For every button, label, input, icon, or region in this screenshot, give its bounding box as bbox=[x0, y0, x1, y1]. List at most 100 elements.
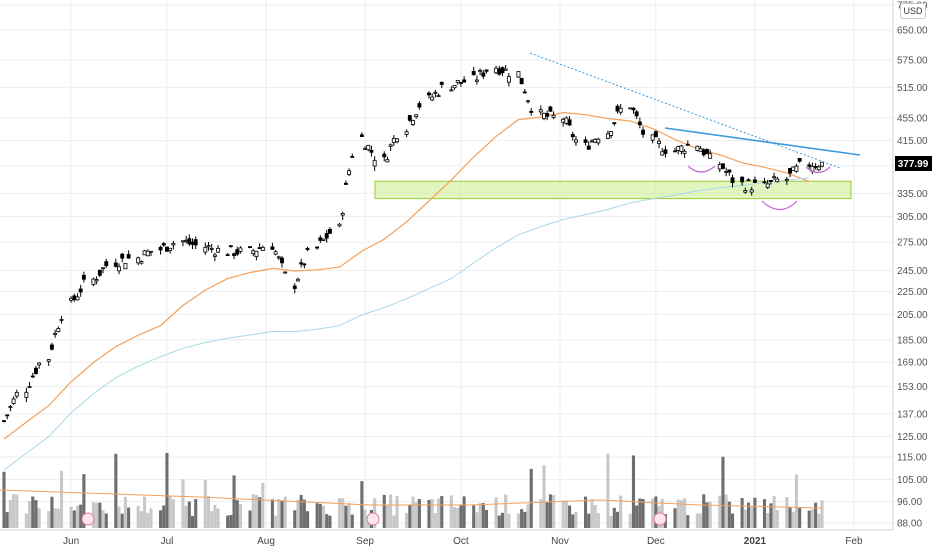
volume-bar bbox=[651, 498, 655, 528]
volume-bar bbox=[101, 510, 105, 528]
volume-bar bbox=[552, 495, 556, 528]
candle-body bbox=[2, 420, 6, 423]
grid-layer bbox=[0, 0, 893, 530]
candle-body bbox=[276, 256, 281, 259]
candle-body bbox=[631, 107, 636, 111]
dotted-trendline bbox=[529, 52, 841, 169]
volume-bar bbox=[251, 494, 255, 528]
volume-bar bbox=[350, 514, 354, 528]
volume-layer bbox=[0, 452, 824, 528]
candle-body bbox=[180, 240, 185, 243]
volume-bar bbox=[504, 494, 508, 528]
volume-average-line bbox=[0, 489, 823, 509]
currency-badge[interactable]: USD bbox=[900, 3, 926, 19]
candle-body bbox=[481, 72, 486, 77]
time-tick-label: Jul bbox=[161, 536, 174, 547]
candle-body bbox=[797, 158, 802, 162]
volume-bar bbox=[12, 494, 16, 528]
candle-body bbox=[209, 248, 214, 250]
volume-bar bbox=[258, 497, 262, 528]
volume-bar bbox=[568, 505, 572, 528]
volume-bar bbox=[325, 514, 329, 528]
volume-bar bbox=[574, 511, 578, 528]
volume-bar bbox=[452, 507, 457, 528]
earnings-marker-icon bbox=[366, 512, 380, 526]
candle-body bbox=[337, 223, 342, 227]
candle-body bbox=[101, 267, 106, 270]
volume-bar bbox=[433, 513, 437, 528]
candle-body bbox=[660, 151, 665, 156]
volume-bar bbox=[481, 503, 485, 528]
candle-body bbox=[730, 177, 735, 184]
volume-bar bbox=[417, 498, 421, 528]
candle-body bbox=[682, 150, 687, 154]
volume-bar bbox=[79, 504, 83, 528]
candle-body bbox=[228, 245, 233, 248]
candle-body bbox=[484, 69, 489, 72]
candle-body bbox=[717, 164, 722, 170]
volume-bar bbox=[500, 512, 505, 528]
volume-bar bbox=[382, 494, 386, 528]
volume-bar bbox=[203, 479, 207, 528]
candle-body bbox=[11, 398, 16, 405]
price-tick-label: 96.00 bbox=[897, 497, 922, 508]
candle-body bbox=[516, 71, 521, 78]
volume-bar bbox=[53, 508, 57, 528]
candle-body bbox=[257, 247, 262, 250]
price-tick-label: 205.00 bbox=[897, 310, 928, 321]
candle-body bbox=[299, 262, 304, 265]
candle-body bbox=[382, 153, 387, 158]
volume-bar bbox=[641, 499, 645, 528]
volume-bar bbox=[385, 505, 389, 528]
volume-bar bbox=[190, 515, 195, 528]
volume-bar bbox=[718, 495, 722, 528]
volume-bar bbox=[299, 494, 303, 528]
time-tick-label: Dec bbox=[647, 536, 665, 547]
volume-bar bbox=[775, 509, 779, 528]
volume-bar bbox=[523, 511, 527, 528]
volume-bar bbox=[673, 508, 677, 528]
volume-bar bbox=[139, 511, 143, 528]
volume-bar bbox=[449, 495, 453, 528]
volume-bar bbox=[238, 504, 243, 528]
volume-bar bbox=[277, 499, 281, 528]
candle-body bbox=[30, 375, 35, 378]
volume-bar bbox=[702, 494, 706, 528]
candle-body bbox=[615, 105, 620, 112]
volume-bar bbox=[136, 505, 140, 528]
volume-bar bbox=[2, 471, 6, 528]
volume-bar bbox=[695, 513, 699, 528]
price-tick-label: 515.00 bbox=[897, 83, 928, 94]
candle-body bbox=[321, 238, 326, 241]
candle-body bbox=[618, 107, 623, 113]
candle-body bbox=[343, 182, 348, 185]
time-axis: Jun Jul Aug Sep Oct Nov Dec 2021 Feb bbox=[63, 536, 863, 547]
candle-body bbox=[385, 159, 390, 163]
candle-body bbox=[46, 359, 51, 362]
candle-body bbox=[567, 119, 572, 126]
price-tick-label: 115.00 bbox=[897, 453, 927, 464]
candle-body bbox=[142, 250, 147, 256]
candle-body bbox=[359, 134, 364, 138]
candle-body bbox=[497, 68, 502, 75]
candle-body bbox=[430, 96, 435, 101]
volume-bar bbox=[56, 508, 60, 528]
candle-body bbox=[168, 247, 173, 251]
volume-bar bbox=[497, 515, 501, 528]
volume-bar bbox=[769, 503, 773, 528]
candle-body bbox=[366, 144, 371, 151]
candle-body bbox=[75, 296, 80, 301]
candle-body bbox=[570, 134, 575, 138]
volume-bar bbox=[456, 507, 460, 528]
volume-bar bbox=[411, 496, 415, 528]
candle-body bbox=[14, 391, 19, 397]
volume-bar bbox=[437, 498, 441, 528]
volume-bar bbox=[98, 502, 102, 528]
volume-bar bbox=[635, 505, 639, 528]
candle-body bbox=[583, 139, 588, 143]
candle-body bbox=[212, 254, 217, 257]
candle-body bbox=[705, 149, 709, 154]
volume-bar bbox=[392, 515, 396, 528]
candle-body bbox=[653, 131, 658, 138]
